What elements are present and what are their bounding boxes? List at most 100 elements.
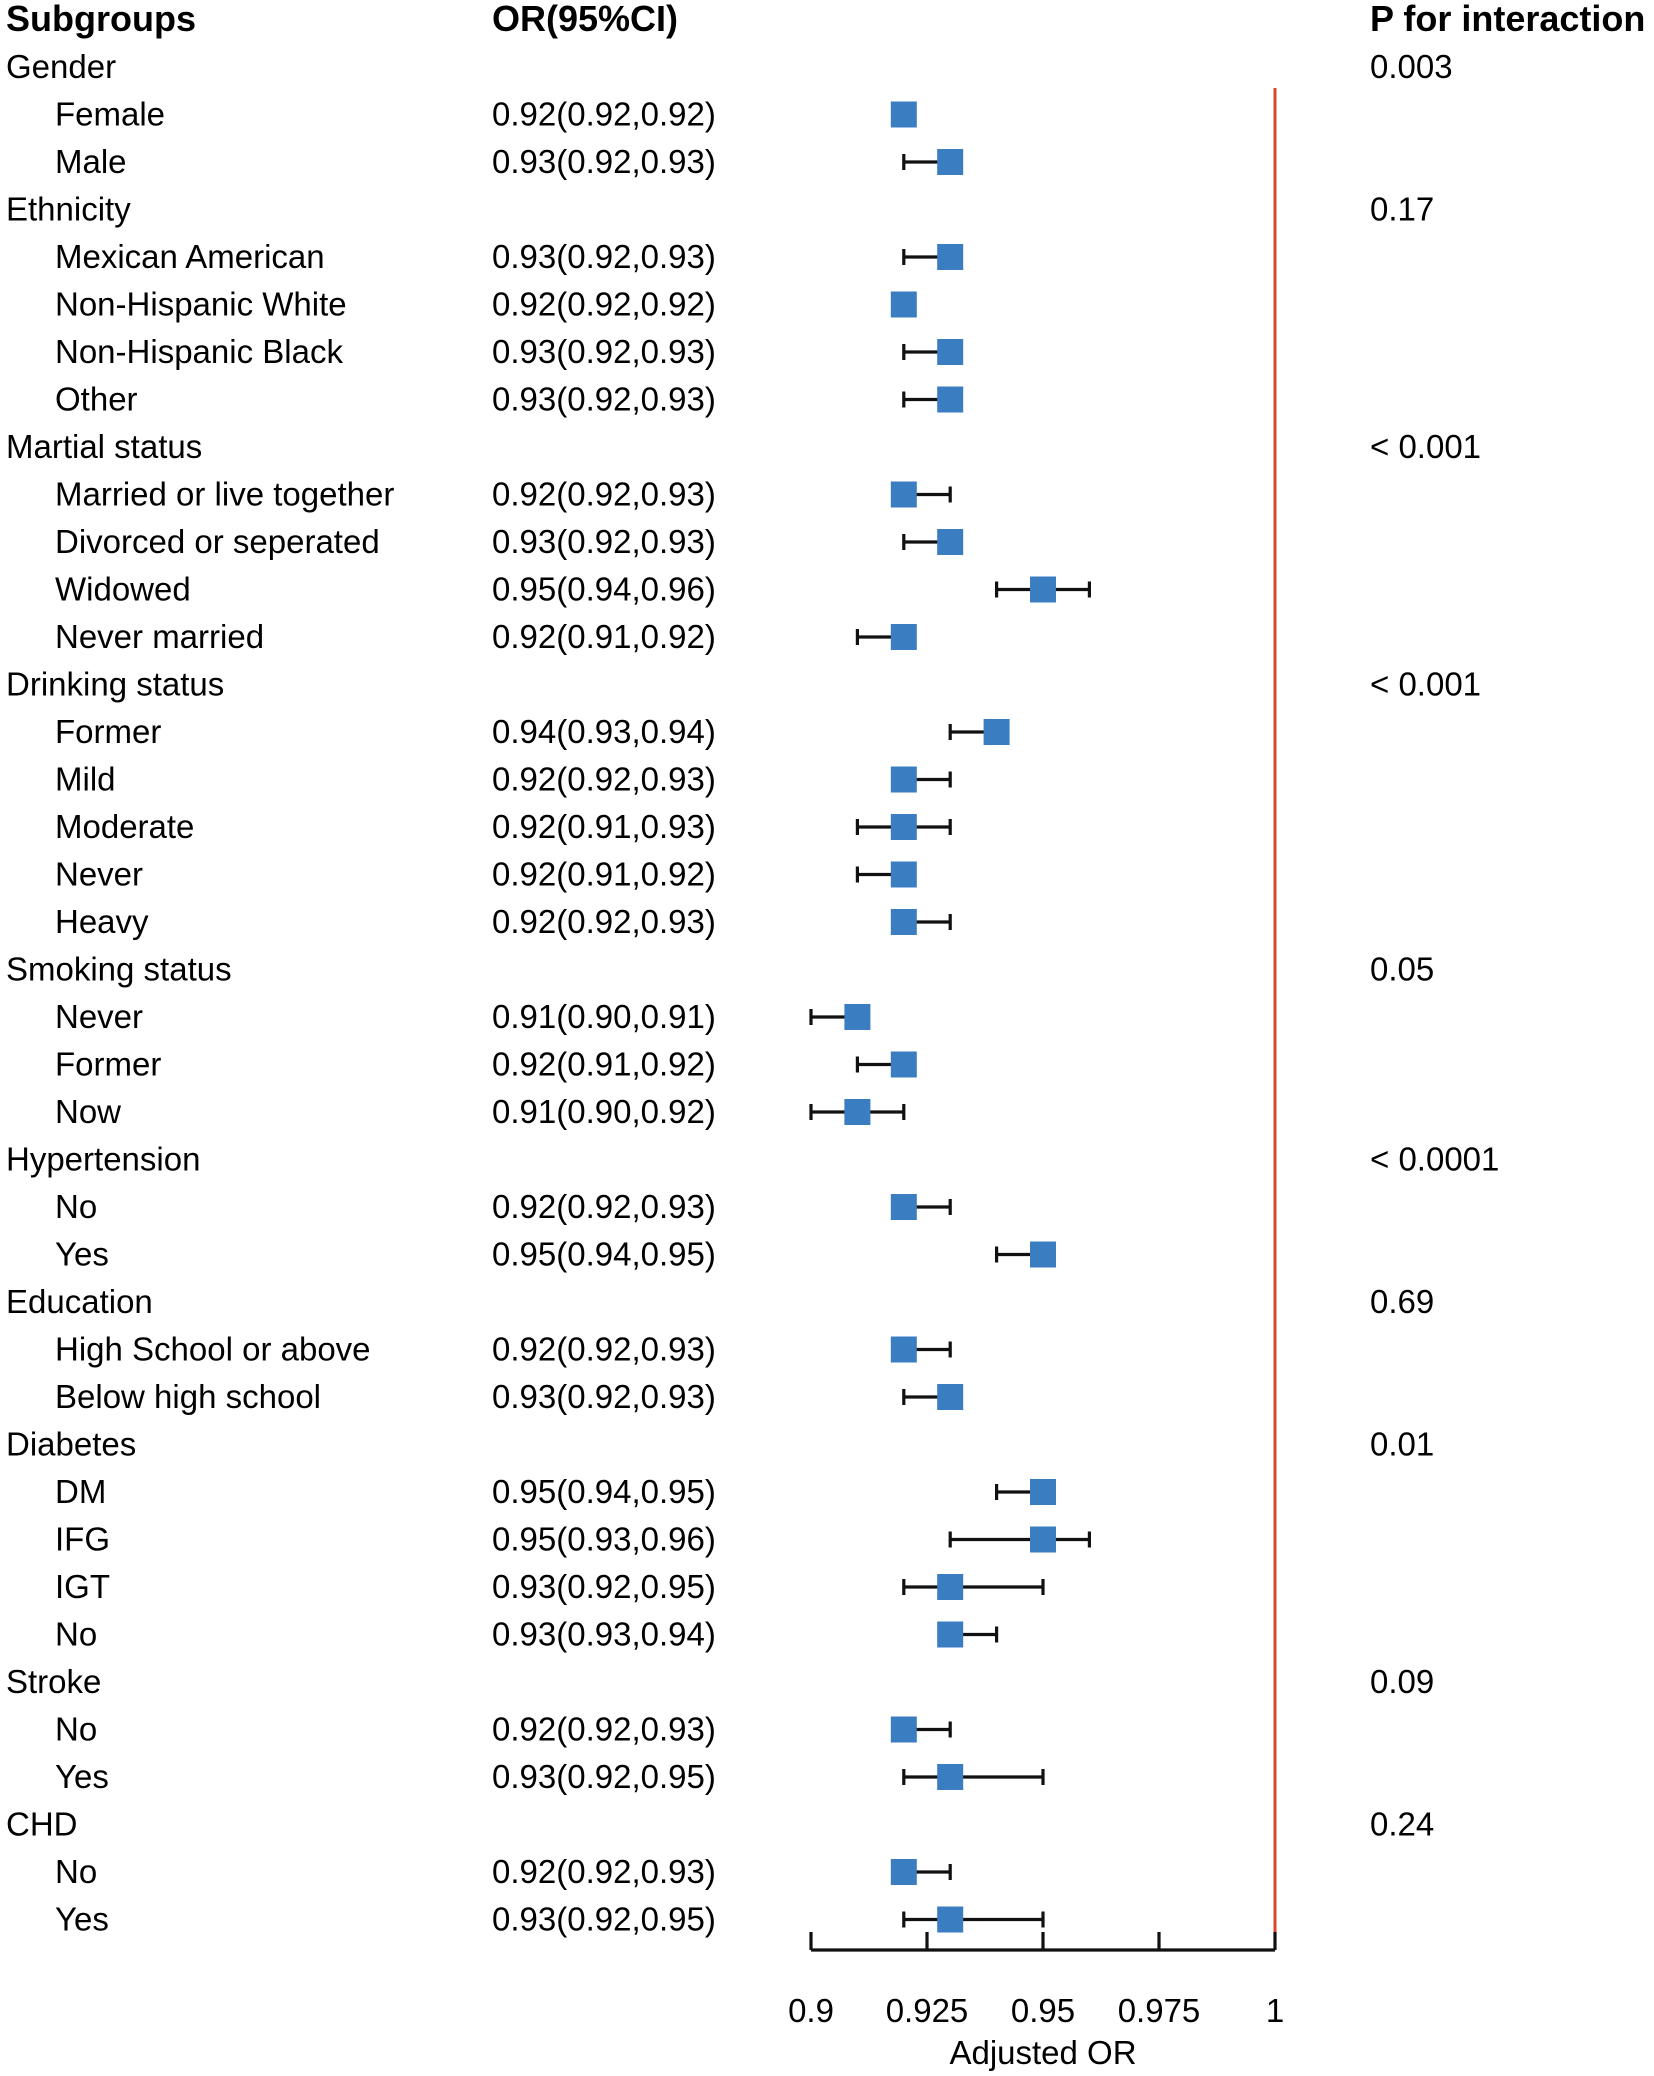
group-label: CHD bbox=[6, 1806, 78, 1843]
or-ci-text: 0.93(0.92,0.93) bbox=[492, 381, 716, 418]
or-ci-text: 0.92(0.92,0.92) bbox=[492, 96, 716, 133]
or-ci-text: 0.92(0.92,0.93) bbox=[492, 903, 716, 940]
point-estimate bbox=[844, 1004, 871, 1030]
subgroup-row: Male 0.93(0.92,0.93) bbox=[55, 143, 964, 180]
subgroup-label: No bbox=[55, 1188, 97, 1225]
or-ci-text: 0.95(0.93,0.96) bbox=[492, 1521, 716, 1558]
subgroup-label: Non-Hispanic White bbox=[55, 286, 347, 323]
group-label: Drinking status bbox=[6, 666, 224, 703]
subgroup-label: Below high school bbox=[55, 1378, 321, 1415]
subgroup-label: Never bbox=[55, 856, 143, 893]
subgroup-label: High School or above bbox=[55, 1331, 371, 1368]
x-tick-label: 0.925 bbox=[886, 1992, 969, 2029]
point-estimate bbox=[890, 624, 917, 650]
subgroup-row: Moderate 0.92(0.91,0.93) bbox=[55, 808, 952, 845]
subgroup-row: Yes 0.95(0.94,0.95) bbox=[55, 1236, 1056, 1273]
or-ci-text: 0.93(0.92,0.95) bbox=[492, 1758, 716, 1795]
subgroup-row: Never married 0.92(0.91,0.92) bbox=[55, 618, 917, 655]
group-label: Hypertension bbox=[6, 1141, 200, 1178]
subgroup-row: Never 0.91(0.90,0.91) bbox=[55, 998, 871, 1035]
group-row: Diabetes 0.01 bbox=[6, 1426, 1434, 1463]
p-interaction-value: 0.05 bbox=[1370, 951, 1434, 988]
or-ci-text: 0.93(0.92,0.93) bbox=[492, 238, 716, 275]
group-label: Ethnicity bbox=[6, 191, 131, 228]
point-estimate bbox=[937, 1384, 964, 1410]
subgroup-label: No bbox=[55, 1853, 97, 1890]
subgroup-row: Now 0.91(0.90,0.92) bbox=[55, 1093, 906, 1130]
or-ci-text: 0.92(0.92,0.93) bbox=[492, 761, 716, 798]
group-row: Drinking status < 0.001 bbox=[6, 666, 1481, 703]
point-estimate bbox=[1030, 576, 1056, 603]
group-row: Gender 0.003 bbox=[6, 48, 1453, 85]
subgroup-label: IFG bbox=[55, 1521, 110, 1558]
point-estimate bbox=[937, 1906, 964, 1933]
group-label: Martial status bbox=[6, 428, 202, 465]
or-ci-text: 0.93(0.92,0.93) bbox=[492, 333, 716, 370]
or-ci-text: 0.93(0.92,0.93) bbox=[492, 523, 716, 560]
header-p-interaction: P for interaction bbox=[1370, 0, 1645, 39]
or-ci-text: 0.95(0.94,0.96) bbox=[492, 571, 716, 608]
subgroup-label: Widowed bbox=[55, 571, 191, 608]
p-interaction-value: 0.17 bbox=[1370, 191, 1434, 228]
group-row: Hypertension < 0.0001 bbox=[6, 1141, 1499, 1178]
group-row: Education 0.69 bbox=[6, 1283, 1434, 1320]
p-interaction-value: < 0.0001 bbox=[1370, 1141, 1499, 1178]
subgroup-label: Yes bbox=[55, 1236, 109, 1273]
point-estimate bbox=[890, 1336, 917, 1363]
subgroup-label: DM bbox=[55, 1473, 106, 1510]
subgroup-label: Other bbox=[55, 381, 138, 418]
point-estimate bbox=[890, 1859, 917, 1885]
or-ci-text: 0.95(0.94,0.95) bbox=[492, 1473, 716, 1510]
or-ci-text: 0.92(0.92,0.93) bbox=[492, 1331, 716, 1368]
point-estimate bbox=[1030, 1526, 1056, 1553]
point-estimate bbox=[937, 1574, 964, 1600]
or-ci-text: 0.91(0.90,0.91) bbox=[492, 998, 716, 1035]
x-axis-label: Adjusted OR bbox=[949, 2034, 1136, 2071]
or-ci-text: 0.95(0.94,0.95) bbox=[492, 1236, 716, 1273]
subgroup-label: Mexican American bbox=[55, 238, 325, 275]
point-estimate bbox=[937, 529, 964, 555]
subgroup-label: Mild bbox=[55, 761, 116, 798]
subgroup-row: Other 0.93(0.92,0.93) bbox=[55, 381, 964, 418]
subgroup-label: IGT bbox=[55, 1568, 110, 1605]
point-estimate bbox=[890, 291, 917, 318]
or-ci-text: 0.92(0.92,0.92) bbox=[492, 286, 716, 323]
subgroup-label: No bbox=[55, 1616, 97, 1653]
p-interaction-value: 0.003 bbox=[1370, 48, 1453, 85]
or-ci-text: 0.92(0.92,0.93) bbox=[492, 1853, 716, 1890]
point-estimate bbox=[890, 1194, 917, 1220]
subgroup-row: Female 0.92(0.92,0.92) bbox=[55, 96, 917, 133]
subgroup-row: Former 0.94(0.93,0.94) bbox=[55, 713, 1010, 750]
subgroup-label: Never married bbox=[55, 618, 264, 655]
subgroup-label: Former bbox=[55, 713, 161, 750]
or-ci-text: 0.92(0.91,0.92) bbox=[492, 618, 716, 655]
p-interaction-value: < 0.001 bbox=[1370, 666, 1481, 703]
p-interaction-value: 0.24 bbox=[1370, 1806, 1434, 1843]
point-estimate bbox=[844, 1099, 871, 1125]
subgroup-row: IFG 0.95(0.93,0.96) bbox=[55, 1521, 1092, 1558]
x-axis: 0.9 0.925 0.95 0.975 1 bbox=[788, 88, 1284, 2029]
subgroup-row: Married or live together 0.92(0.92,0.93) bbox=[55, 476, 952, 513]
point-estimate bbox=[890, 861, 917, 888]
p-interaction-value: 0.01 bbox=[1370, 1426, 1434, 1463]
group-row: Stroke 0.09 bbox=[6, 1663, 1434, 1700]
point-estimate bbox=[890, 814, 917, 840]
subgroup-label: Yes bbox=[55, 1901, 109, 1938]
point-estimate bbox=[937, 149, 964, 175]
subgroup-row: Mexican American 0.93(0.92,0.93) bbox=[55, 238, 964, 275]
point-estimate bbox=[890, 101, 917, 128]
group-row: Smoking status 0.05 bbox=[6, 951, 1434, 988]
or-ci-text: 0.93(0.93,0.94) bbox=[492, 1616, 716, 1653]
group-row: Martial status < 0.001 bbox=[6, 428, 1481, 465]
subgroup-label: Never bbox=[55, 998, 143, 1035]
subgroup-row: No 0.92(0.92,0.93) bbox=[55, 1853, 952, 1890]
subgroup-row: Divorced or seperated 0.93(0.92,0.93) bbox=[55, 523, 964, 560]
point-estimate bbox=[890, 766, 917, 793]
x-tick-label: 0.9 bbox=[788, 1992, 834, 2029]
subgroup-row: Mild 0.92(0.92,0.93) bbox=[55, 761, 952, 798]
subgroup-label: Moderate bbox=[55, 808, 194, 845]
subgroup-row: High School or above 0.92(0.92,0.93) bbox=[55, 1331, 952, 1368]
point-estimate bbox=[1030, 1479, 1056, 1505]
group-label: Diabetes bbox=[6, 1426, 136, 1463]
